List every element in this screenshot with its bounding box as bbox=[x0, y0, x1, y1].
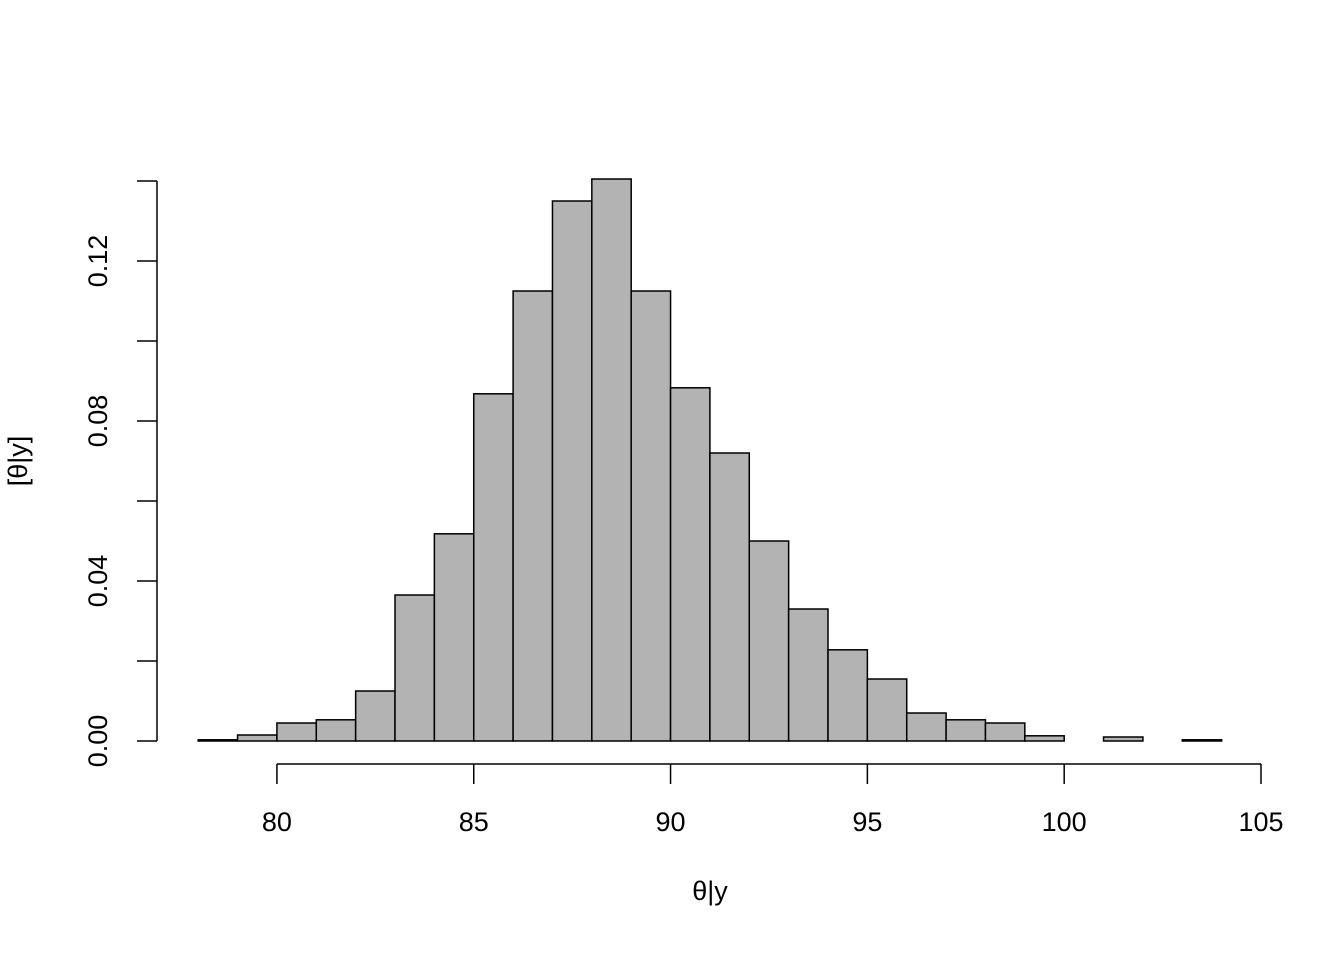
bar bbox=[630, 290, 672, 742]
y-tick-label: 0.12 bbox=[83, 235, 113, 288]
bar bbox=[276, 722, 318, 742]
bar bbox=[748, 540, 790, 742]
bar bbox=[669, 387, 711, 742]
bar bbox=[709, 452, 751, 742]
bar bbox=[827, 649, 869, 742]
x-tick-label: 90 bbox=[656, 807, 686, 837]
bar bbox=[236, 734, 278, 742]
bar bbox=[787, 608, 829, 742]
bar bbox=[394, 594, 436, 742]
bar bbox=[866, 678, 908, 742]
bar bbox=[472, 393, 514, 742]
x-tick-label: 95 bbox=[852, 807, 882, 837]
bar bbox=[1024, 735, 1065, 742]
bar bbox=[354, 690, 396, 742]
x-tick-label: 85 bbox=[459, 807, 489, 837]
bar bbox=[945, 719, 987, 742]
bar bbox=[433, 533, 475, 742]
y-tick-label: 0.04 bbox=[83, 555, 113, 608]
bar bbox=[984, 722, 1026, 742]
bar bbox=[315, 719, 357, 742]
y-tick-label: 0.00 bbox=[83, 715, 113, 768]
bar bbox=[905, 712, 947, 742]
bar bbox=[197, 739, 239, 742]
x-axis-title: θ|y bbox=[692, 876, 728, 906]
bar bbox=[591, 178, 632, 742]
x-tick-label: 80 bbox=[262, 807, 292, 837]
bar bbox=[512, 290, 554, 742]
bar bbox=[1181, 739, 1223, 742]
y-axis-title: [θ|y] bbox=[3, 436, 33, 487]
bar bbox=[551, 200, 593, 742]
x-tick-label: 105 bbox=[1238, 807, 1283, 837]
bar bbox=[1102, 736, 1144, 742]
x-tick-label: 100 bbox=[1042, 807, 1087, 837]
y-tick-label: 0.08 bbox=[83, 395, 113, 448]
